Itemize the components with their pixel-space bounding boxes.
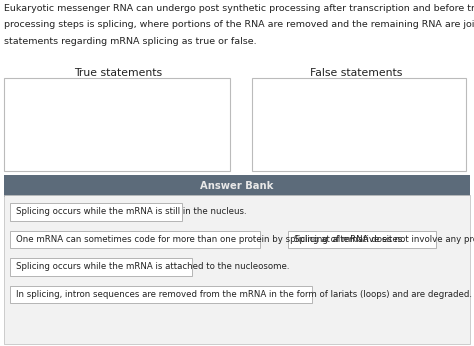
Text: False statements: False statements — [310, 68, 402, 78]
FancyBboxPatch shape — [252, 78, 466, 171]
Text: Splicing occurs while the mRNA is still in the nucleus.: Splicing occurs while the mRNA is still … — [16, 207, 246, 216]
FancyBboxPatch shape — [4, 195, 470, 344]
FancyBboxPatch shape — [10, 230, 260, 248]
FancyBboxPatch shape — [10, 258, 192, 275]
Text: In splicing, intron sequences are removed from the mRNA in the form of lariats (: In splicing, intron sequences are remove… — [16, 290, 472, 299]
FancyBboxPatch shape — [10, 203, 182, 220]
FancyBboxPatch shape — [288, 230, 436, 248]
Text: Eukaryotic messenger RNA can undergo post synthetic processing after transcripti: Eukaryotic messenger RNA can undergo pos… — [4, 4, 474, 13]
Text: processing steps is splicing, where portions of the RNA are removed and the rema: processing steps is splicing, where port… — [4, 20, 474, 29]
Text: True statements: True statements — [74, 68, 162, 78]
FancyBboxPatch shape — [10, 285, 312, 303]
FancyBboxPatch shape — [4, 175, 470, 197]
Text: statements regarding mRNA splicing as true or false.: statements regarding mRNA splicing as tr… — [4, 37, 256, 46]
Text: Answer Bank: Answer Bank — [201, 181, 273, 191]
Text: One mRNA can sometimes code for more than one protein by splicing at alternative: One mRNA can sometimes code for more tha… — [16, 235, 405, 244]
FancyBboxPatch shape — [4, 78, 230, 171]
Text: Splicing occurs while the mRNA is attached to the nucleosome.: Splicing occurs while the mRNA is attach… — [16, 262, 290, 271]
Text: Splicing of mRNA does not involve any proteins.: Splicing of mRNA does not involve any pr… — [294, 235, 474, 244]
